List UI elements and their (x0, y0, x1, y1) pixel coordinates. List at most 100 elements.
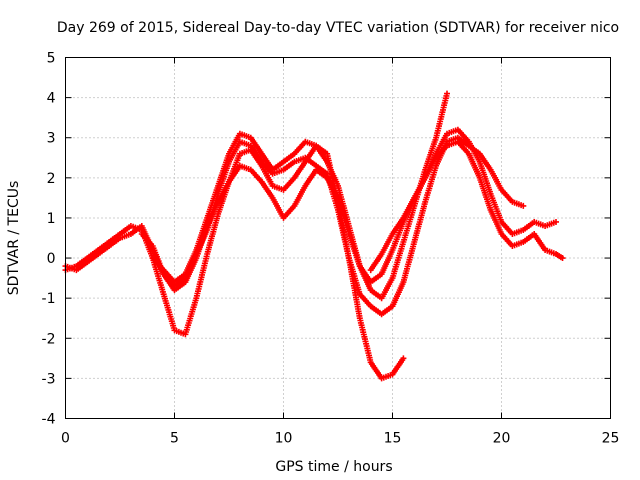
data-point-group (280, 204, 296, 221)
data-point-group (433, 132, 449, 157)
data-point-group (73, 260, 89, 274)
data-point-group (454, 138, 471, 155)
data-point-group (378, 372, 394, 382)
data-point-group (542, 219, 557, 229)
data-point-group (378, 277, 395, 302)
data-point-group (487, 166, 504, 191)
data-point-group (422, 156, 438, 181)
data-point (444, 90, 450, 97)
data-point-group (117, 224, 133, 237)
data-point-group (335, 194, 352, 235)
data-point-group (204, 200, 221, 229)
series-track-4 (138, 90, 450, 302)
y-tick-label: 1 (47, 211, 56, 227)
data-point-group (73, 256, 89, 270)
data-point-group (171, 280, 187, 294)
data-point-group (345, 231, 363, 267)
data-point-group (465, 150, 482, 179)
data-point-group (356, 291, 373, 308)
data-point-group (356, 263, 373, 292)
data-point-group (335, 182, 352, 227)
y-tick-label: -1 (42, 291, 56, 307)
grid (65, 57, 611, 419)
data-point-group (95, 240, 111, 253)
y-tick-label: 0 (47, 251, 56, 267)
data-point-group (313, 166, 329, 180)
plot-frame (65, 57, 611, 419)
axis-ticks: 0 5 10 15 20 25 -4 -3 -2 -1 0 1 2 3 4 5 (42, 51, 620, 447)
data-point-group (247, 146, 264, 167)
data-point-group (433, 144, 449, 161)
data-point-group (291, 160, 308, 181)
data-point-group (258, 162, 275, 187)
y-tick-label: 5 (47, 51, 56, 67)
data-point-group (498, 186, 514, 204)
plot-area (62, 90, 566, 382)
data-point-group (389, 241, 406, 282)
data-point-group (280, 176, 296, 193)
data-point-group (367, 252, 384, 274)
data-point-group (247, 134, 264, 155)
data-point-group (498, 219, 514, 236)
y-tick-label: 3 (47, 131, 56, 147)
data-point-group (389, 216, 406, 237)
data-point-group (367, 303, 383, 316)
data-point-group (171, 272, 187, 286)
series-track-2 (62, 142, 407, 382)
data-point-group (476, 158, 493, 195)
data-point-group (160, 291, 177, 331)
data-point-group (345, 255, 363, 319)
data-point-group (476, 150, 493, 171)
data-point-group (149, 243, 166, 275)
data-point-group (433, 92, 450, 141)
data-point-group (509, 198, 525, 209)
data-point (559, 255, 566, 262)
data-point-group (313, 142, 329, 163)
data-point-group (182, 249, 199, 278)
x-tick-label: 10 (275, 431, 293, 447)
data-point-group (498, 231, 514, 248)
y-tick-label: -4 (42, 412, 56, 428)
data-point-group (313, 162, 329, 176)
data-point-group (324, 158, 341, 187)
data-point-group (258, 178, 275, 200)
data-point-group (182, 297, 199, 338)
data-point-group (378, 233, 395, 257)
x-tick-label: 15 (384, 431, 402, 447)
x-tick-label: 0 (61, 431, 70, 447)
y-axis-title: SDTVAR / TECUs (6, 181, 22, 296)
y-tick-label: 4 (47, 91, 56, 107)
data-point-group (422, 136, 439, 173)
data-point-group (389, 221, 406, 253)
data-point-group (324, 174, 340, 199)
chart-title: Day 269 of 2015, Sidereal Day-to-day VTE… (57, 20, 619, 36)
data-point (520, 202, 527, 209)
data-point-group (411, 201, 428, 245)
data-point-group (193, 253, 210, 302)
data-point-group (411, 176, 428, 201)
data-point-group (204, 213, 221, 257)
data-point-group (182, 257, 199, 286)
data-point-group (356, 315, 374, 363)
data-point-group (84, 248, 100, 262)
data-point-group (378, 249, 395, 278)
series-track-5 (367, 138, 566, 274)
x-tick-label: 20 (493, 431, 511, 447)
data-point-group (520, 220, 536, 233)
data-point-group (476, 174, 493, 211)
data-point (553, 218, 559, 225)
data-point-group (400, 241, 417, 286)
x-axis-title: GPS time / hours (275, 459, 392, 475)
x-tick-label: 5 (170, 431, 179, 447)
data-point-group (422, 165, 439, 205)
data-point-group (269, 194, 286, 219)
data-point-group (95, 244, 111, 257)
data-point-group (138, 231, 155, 248)
data-point-group (389, 357, 406, 378)
data-point-group (84, 252, 100, 266)
y-tick-label: -3 (42, 371, 56, 387)
data-point-group (193, 225, 210, 262)
data-point-group (400, 196, 417, 221)
data-point-group (367, 272, 383, 286)
